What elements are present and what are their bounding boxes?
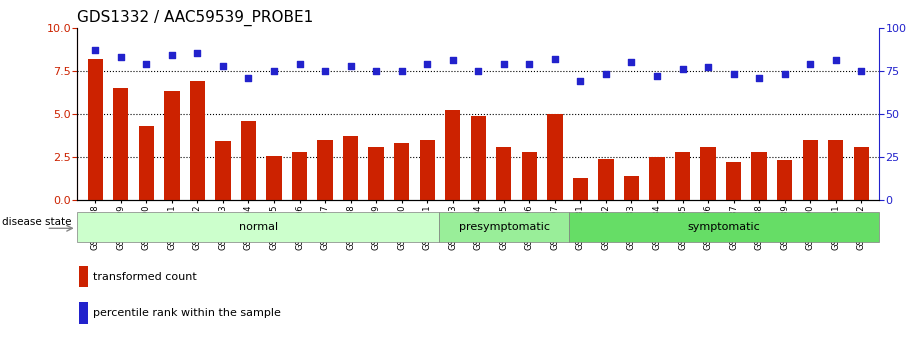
Bar [77,212,439,241]
Point [394,68,409,73]
Text: percentile rank within the sample: percentile rank within the sample [93,308,281,318]
Point [216,63,230,68]
Bar [568,212,879,241]
Point [548,56,562,61]
Point [165,52,179,58]
Point [650,73,664,79]
Bar [420,140,435,200]
Bar [675,152,691,200]
Bar [803,140,818,200]
Bar [522,152,537,200]
Text: disease state: disease state [2,217,71,227]
Bar [266,156,281,200]
Point [496,61,511,67]
Text: normal: normal [239,222,278,232]
Point [522,61,537,67]
Bar [113,88,128,200]
Text: transformed count: transformed count [93,272,197,282]
Bar [164,91,179,200]
Bar [777,160,793,200]
Point [420,61,435,67]
Bar [726,162,742,200]
Bar [854,147,869,200]
Bar [439,212,568,241]
Bar [445,110,460,200]
Point [471,68,486,73]
Bar [599,159,614,200]
Bar [368,147,384,200]
Bar [394,143,409,200]
Bar [548,114,562,200]
Point [318,68,333,73]
Point [241,75,256,80]
Point [369,68,384,73]
Text: GDS1332 / AAC59539_PROBE1: GDS1332 / AAC59539_PROBE1 [77,10,313,26]
Bar [87,59,103,200]
Bar [701,147,716,200]
Bar [79,302,88,324]
Point [88,47,103,53]
Point [292,61,307,67]
Point [445,58,460,63]
Bar [650,157,665,200]
Text: presymptomatic: presymptomatic [458,222,549,232]
Text: symptomatic: symptomatic [688,222,761,232]
Point [267,68,281,73]
Point [701,65,715,70]
Point [752,75,766,80]
Point [726,71,741,77]
Point [599,71,613,77]
Point [675,66,690,72]
Point [343,63,358,68]
Bar [496,147,511,200]
Point [803,61,817,67]
Bar [343,136,358,200]
Bar [189,81,205,200]
Point [854,68,868,73]
Point [573,78,588,84]
Bar [79,266,88,287]
Bar [752,152,767,200]
Bar [573,178,589,200]
Bar [471,116,486,200]
Point [777,71,792,77]
Bar [241,121,256,200]
Bar [138,126,154,200]
Point [114,54,128,60]
Bar [215,141,230,200]
Bar [317,140,333,200]
Bar [828,140,844,200]
Point [828,58,843,63]
Bar [624,176,640,200]
Point [139,61,154,67]
Bar [292,152,307,200]
Point [624,59,639,65]
Point [190,51,205,56]
